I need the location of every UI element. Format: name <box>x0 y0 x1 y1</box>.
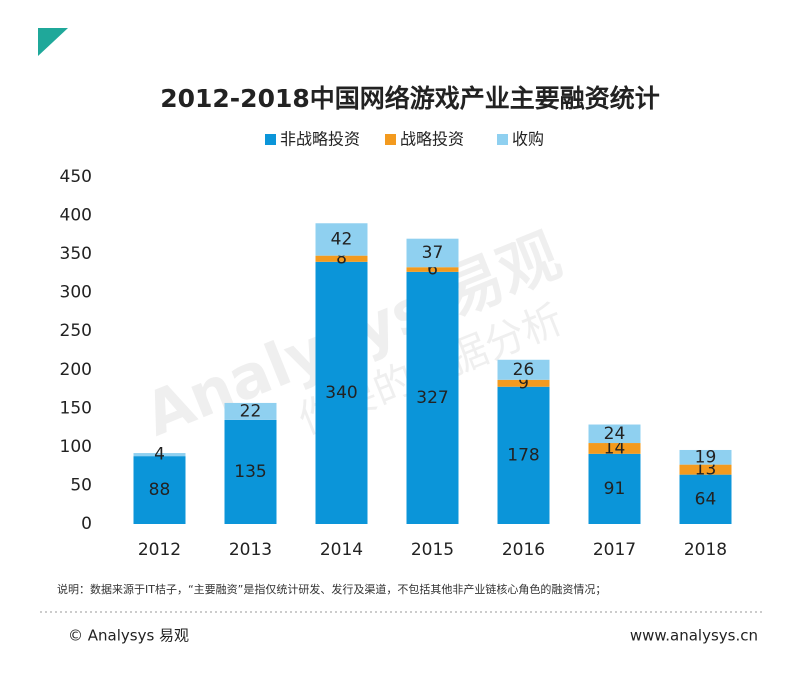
bar-segment <box>224 419 277 524</box>
bar-segment <box>224 402 277 420</box>
x-tick-label: 2017 <box>593 540 636 560</box>
y-tick-label: 250 <box>60 321 92 341</box>
note: 说明：数据来源于IT桔子，“主要融资”是指仅统计研发、发行及渠道，不包括其他非产… <box>57 582 606 596</box>
value-label: 13 <box>695 460 717 480</box>
value-label: 42 <box>331 229 353 249</box>
value-label: 37 <box>422 243 444 263</box>
value-label: 6 <box>427 260 438 280</box>
value-label: 178 <box>507 445 539 465</box>
bar-segment <box>315 261 368 524</box>
chart-title: 2012-2018中国网络游戏产业主要融资统计 <box>160 84 660 113</box>
value-label: 340 <box>325 383 357 403</box>
y-tick-label: 200 <box>60 360 92 380</box>
bar-segment <box>497 386 550 524</box>
value-label: 4 <box>154 445 165 465</box>
bar-segment <box>679 449 732 465</box>
website: www.analysys.cn <box>630 627 758 645</box>
copyright: © Analysys 易观 <box>68 627 189 645</box>
bar-segment <box>679 464 732 475</box>
bar-segment <box>406 267 459 272</box>
y-tick-label: 150 <box>60 398 92 418</box>
value-label: 327 <box>416 388 448 408</box>
value-label: 9 <box>518 373 529 393</box>
y-tick-label: 350 <box>60 244 92 264</box>
y-tick-label: 100 <box>60 437 92 457</box>
legend-label: 战略投资 <box>400 130 464 149</box>
value-label: 26 <box>513 360 535 380</box>
x-tick-label: 2014 <box>320 540 363 560</box>
legend-swatch <box>385 134 396 145</box>
value-label: 88 <box>149 480 171 500</box>
value-label: 64 <box>695 489 717 509</box>
bar-segment <box>133 456 186 524</box>
y-tick-label: 50 <box>70 475 92 495</box>
bar-segment <box>588 453 641 524</box>
bar-segment <box>406 238 459 268</box>
bar-segment <box>588 443 641 454</box>
bar-segment <box>133 453 186 457</box>
value-label: 19 <box>695 447 717 467</box>
logo-mark <box>38 28 68 56</box>
x-tick-label: 2016 <box>502 540 545 560</box>
bar-segment <box>679 474 732 524</box>
value-label: 14 <box>604 438 626 458</box>
bar-segment <box>497 359 550 380</box>
legend-swatch <box>265 134 276 145</box>
y-tick-label: 400 <box>60 206 92 226</box>
y-tick-label: 450 <box>60 167 92 187</box>
value-label: 22 <box>240 401 262 421</box>
x-tick-label: 2013 <box>229 540 272 560</box>
bar-segment <box>406 271 459 524</box>
x-tick-label: 2018 <box>684 540 727 560</box>
value-label: 24 <box>604 424 626 444</box>
y-tick-label: 0 <box>81 514 92 534</box>
bar-segment <box>497 379 550 387</box>
legend-swatch <box>497 134 508 145</box>
legend-label: 非战略投资 <box>280 130 360 149</box>
legend-label: 收购 <box>512 130 544 149</box>
bar-segment <box>315 223 368 256</box>
bar-segment <box>315 255 368 262</box>
bar-segment <box>588 424 641 444</box>
value-label: 91 <box>604 479 626 499</box>
x-tick-label: 2015 <box>411 540 454 560</box>
value-label: 8 <box>336 249 347 269</box>
y-tick-label: 300 <box>60 283 92 303</box>
x-tick-label: 2012 <box>138 540 181 560</box>
value-label: 135 <box>234 462 266 482</box>
